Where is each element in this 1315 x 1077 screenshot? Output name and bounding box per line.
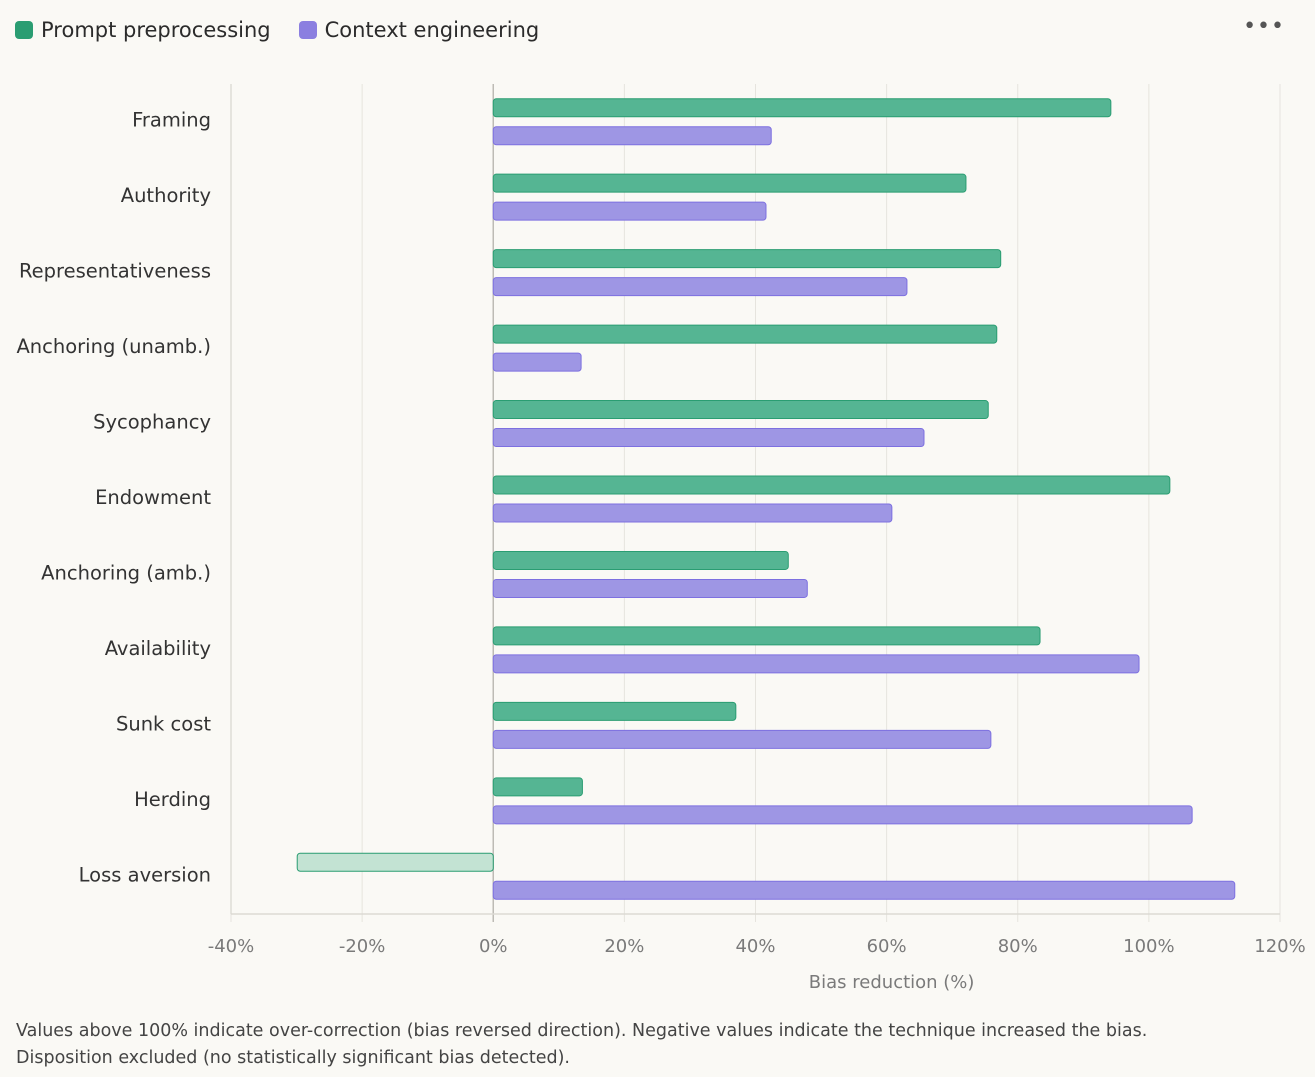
legend-item-prompt-preprocessing[interactable]: Prompt preprocessing — [15, 18, 271, 42]
bar-context-engineering — [492, 578, 808, 598]
x-tick-label: 120% — [1254, 936, 1305, 957]
footnote-line: Values above 100% indicate over-correcti… — [16, 1021, 1148, 1041]
bar-context-engineering — [492, 805, 1193, 825]
legend-swatch-green — [15, 21, 33, 39]
bar-context-engineering — [492, 277, 908, 297]
category-label: Representativeness — [19, 260, 211, 283]
bar-prompt-preprocessing — [492, 249, 1002, 269]
x-tick-label: 0% — [479, 936, 508, 957]
category-label: Endowment — [95, 486, 211, 509]
bar-prompt-preprocessing — [492, 475, 1171, 495]
category-label: Framing — [132, 109, 211, 132]
bar-context-engineering — [492, 503, 893, 523]
bar-prompt-preprocessing — [492, 400, 989, 420]
x-tick-label: 20% — [604, 936, 644, 957]
x-tick-label: -20% — [339, 936, 386, 957]
category-label: Anchoring (unamb.) — [16, 335, 211, 358]
legend-label: Context engineering — [324, 18, 540, 42]
legend: Prompt preprocessing Context engineering — [15, 18, 539, 42]
category-label: Availability — [105, 637, 211, 660]
x-tick-label: 40% — [735, 936, 775, 957]
bar-prompt-preprocessing — [492, 777, 583, 797]
bar-prompt-preprocessing — [492, 550, 789, 570]
legend-label: Prompt preprocessing — [41, 18, 271, 42]
bar-prompt-preprocessing — [296, 852, 494, 872]
category-label: Authority — [121, 184, 211, 207]
category-label: Anchoring (amb.) — [41, 561, 211, 584]
legend-item-context-engineering[interactable]: Context engineering — [298, 18, 540, 42]
bar-prompt-preprocessing — [492, 626, 1041, 646]
bar-context-engineering — [492, 352, 582, 372]
bar-context-engineering — [492, 654, 1140, 674]
bar-chart: -40% -20% 0% 20% 40% 60% 80% 100% 120% Bias reduc… — [16, 84, 1306, 993]
bar-context-engineering — [492, 880, 1236, 900]
category-label: Herding — [134, 788, 211, 811]
category-label: Sunk cost — [116, 712, 211, 735]
footnote: Values above 100% indicate over-correcti… — [16, 1018, 1147, 1072]
x-tick-label: 100% — [1123, 936, 1174, 957]
bar-prompt-preprocessing — [492, 173, 967, 193]
x-tick-label: 80% — [998, 936, 1038, 957]
more-options-icon[interactable]: ••• — [1243, 14, 1285, 39]
category-label: Loss aversion — [79, 863, 211, 886]
x-tick-label: 60% — [867, 936, 907, 957]
x-axis-title: Bias reduction (%) — [809, 972, 975, 993]
x-tick-label: -40% — [208, 936, 255, 957]
bar-prompt-preprocessing — [492, 98, 1112, 118]
bar-context-engineering — [492, 126, 772, 146]
bar-context-engineering — [492, 729, 992, 749]
category-label: Sycophancy — [93, 411, 211, 434]
bar-prompt-preprocessing — [492, 324, 998, 344]
bar-context-engineering — [492, 428, 925, 448]
legend-swatch-purple — [298, 21, 317, 39]
bar-prompt-preprocessing — [492, 701, 737, 721]
footnote-line: Disposition excluded (no statistically s… — [16, 1048, 570, 1068]
bar-context-engineering — [492, 201, 767, 221]
